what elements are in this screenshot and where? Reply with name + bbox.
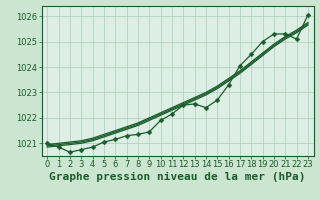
- X-axis label: Graphe pression niveau de la mer (hPa): Graphe pression niveau de la mer (hPa): [49, 172, 306, 182]
